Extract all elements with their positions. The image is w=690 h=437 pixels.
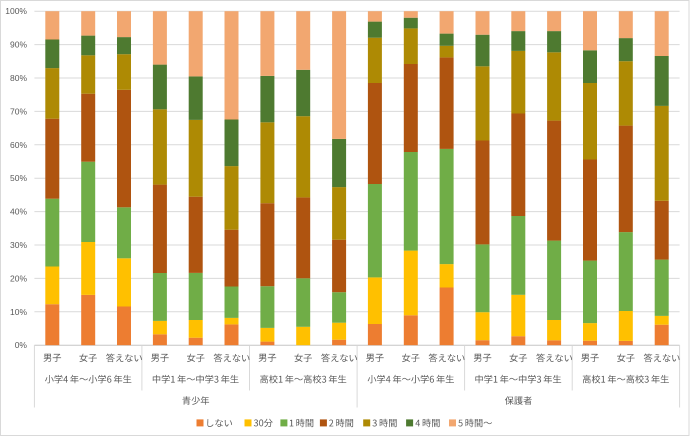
- svg-text:30%: 30%: [10, 240, 27, 250]
- svg-text:90%: 90%: [10, 40, 27, 50]
- svg-text:100%: 100%: [5, 6, 27, 16]
- svg-text:50%: 50%: [10, 173, 27, 183]
- svg-text:70%: 70%: [10, 106, 27, 116]
- svg-text:60%: 60%: [10, 140, 27, 150]
- svg-text:80%: 80%: [10, 73, 27, 83]
- svg-text:20%: 20%: [10, 273, 27, 283]
- svg-text:40%: 40%: [10, 207, 27, 217]
- svg-text:0%: 0%: [15, 340, 28, 350]
- svg-text:10%: 10%: [10, 307, 27, 317]
